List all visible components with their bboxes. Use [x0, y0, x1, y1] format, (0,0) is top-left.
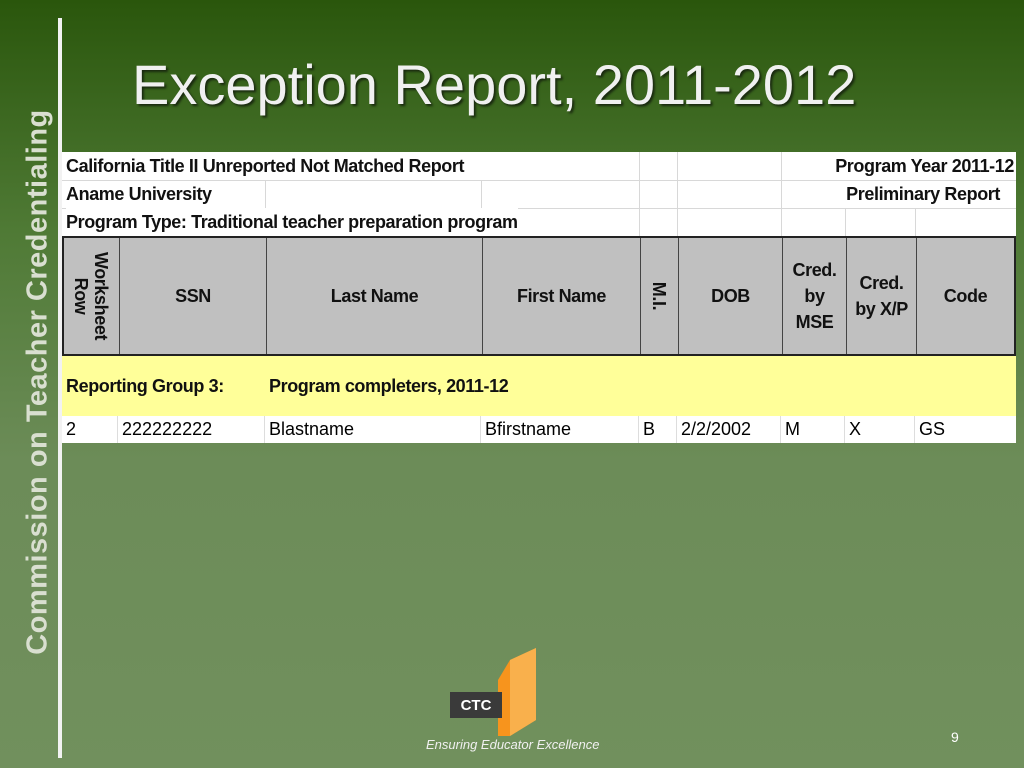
- institution: Aname University: [66, 183, 212, 204]
- data-cell: 2/2/2002: [677, 416, 781, 443]
- program-year: Program Year 2011-12: [835, 155, 1014, 176]
- logo-text: CTC: [461, 697, 492, 714]
- row-line: [62, 180, 1016, 181]
- cell-line: [845, 208, 846, 236]
- header-cell: M.I.: [641, 238, 679, 354]
- header-text: Worksheet Row: [71, 251, 112, 341]
- report-table: California Title II Unreported Not Match…: [62, 152, 1016, 443]
- data-cell: Bfirstname: [481, 416, 639, 443]
- data-cell: M: [781, 416, 845, 443]
- header-text: M.I.: [649, 281, 670, 311]
- header-cell: Cred. by MSE: [783, 238, 847, 354]
- header-cell: Worksheet Row: [64, 238, 120, 354]
- data-cell: GS: [919, 419, 946, 439]
- slide-title: Exception Report, 2011-2012: [132, 53, 857, 116]
- data-cell: 2: [62, 416, 118, 443]
- cell-line: [639, 152, 640, 236]
- data-cell: 222222222: [118, 416, 265, 443]
- group-name: Program completers, 2011-12: [269, 375, 509, 396]
- header-cell: Last Name: [267, 238, 483, 354]
- cell-line: [481, 180, 482, 208]
- header-cell: First Name: [483, 238, 641, 354]
- group-row: Reporting Group 3: Program completers, 2…: [62, 356, 1016, 416]
- data-cell: Blastname: [265, 416, 481, 443]
- header-row: Worksheet Row SSN Last Name First Name M…: [62, 236, 1016, 356]
- data-cell: X: [845, 416, 915, 443]
- program-type: Program Type: Traditional teacher prepar…: [66, 208, 518, 236]
- divider-line: [58, 18, 62, 758]
- header-cell: SSN: [120, 238, 267, 354]
- tagline: Ensuring Educator Excellence: [426, 737, 600, 752]
- data-cell: B: [639, 416, 677, 443]
- header-cell: Code: [943, 285, 988, 306]
- page-number: 9: [951, 729, 959, 745]
- cell-line: [781, 152, 782, 236]
- group-label: Reporting Group 3:: [66, 375, 224, 396]
- report-status: Preliminary Report: [846, 183, 1000, 204]
- cell-line: [915, 208, 916, 236]
- row-line: [62, 208, 1016, 209]
- cell-line: [677, 152, 678, 236]
- header-cell: DOB: [679, 238, 783, 354]
- header-cell: Cred. by X/P: [847, 238, 917, 354]
- logo: CTC: [450, 648, 536, 736]
- logo-page: [510, 648, 536, 736]
- logo-box: [450, 692, 502, 718]
- sidebar-text: Commission on Teacher Credentialing: [21, 109, 54, 655]
- report-name: California Title II Unreported Not Match…: [66, 155, 465, 176]
